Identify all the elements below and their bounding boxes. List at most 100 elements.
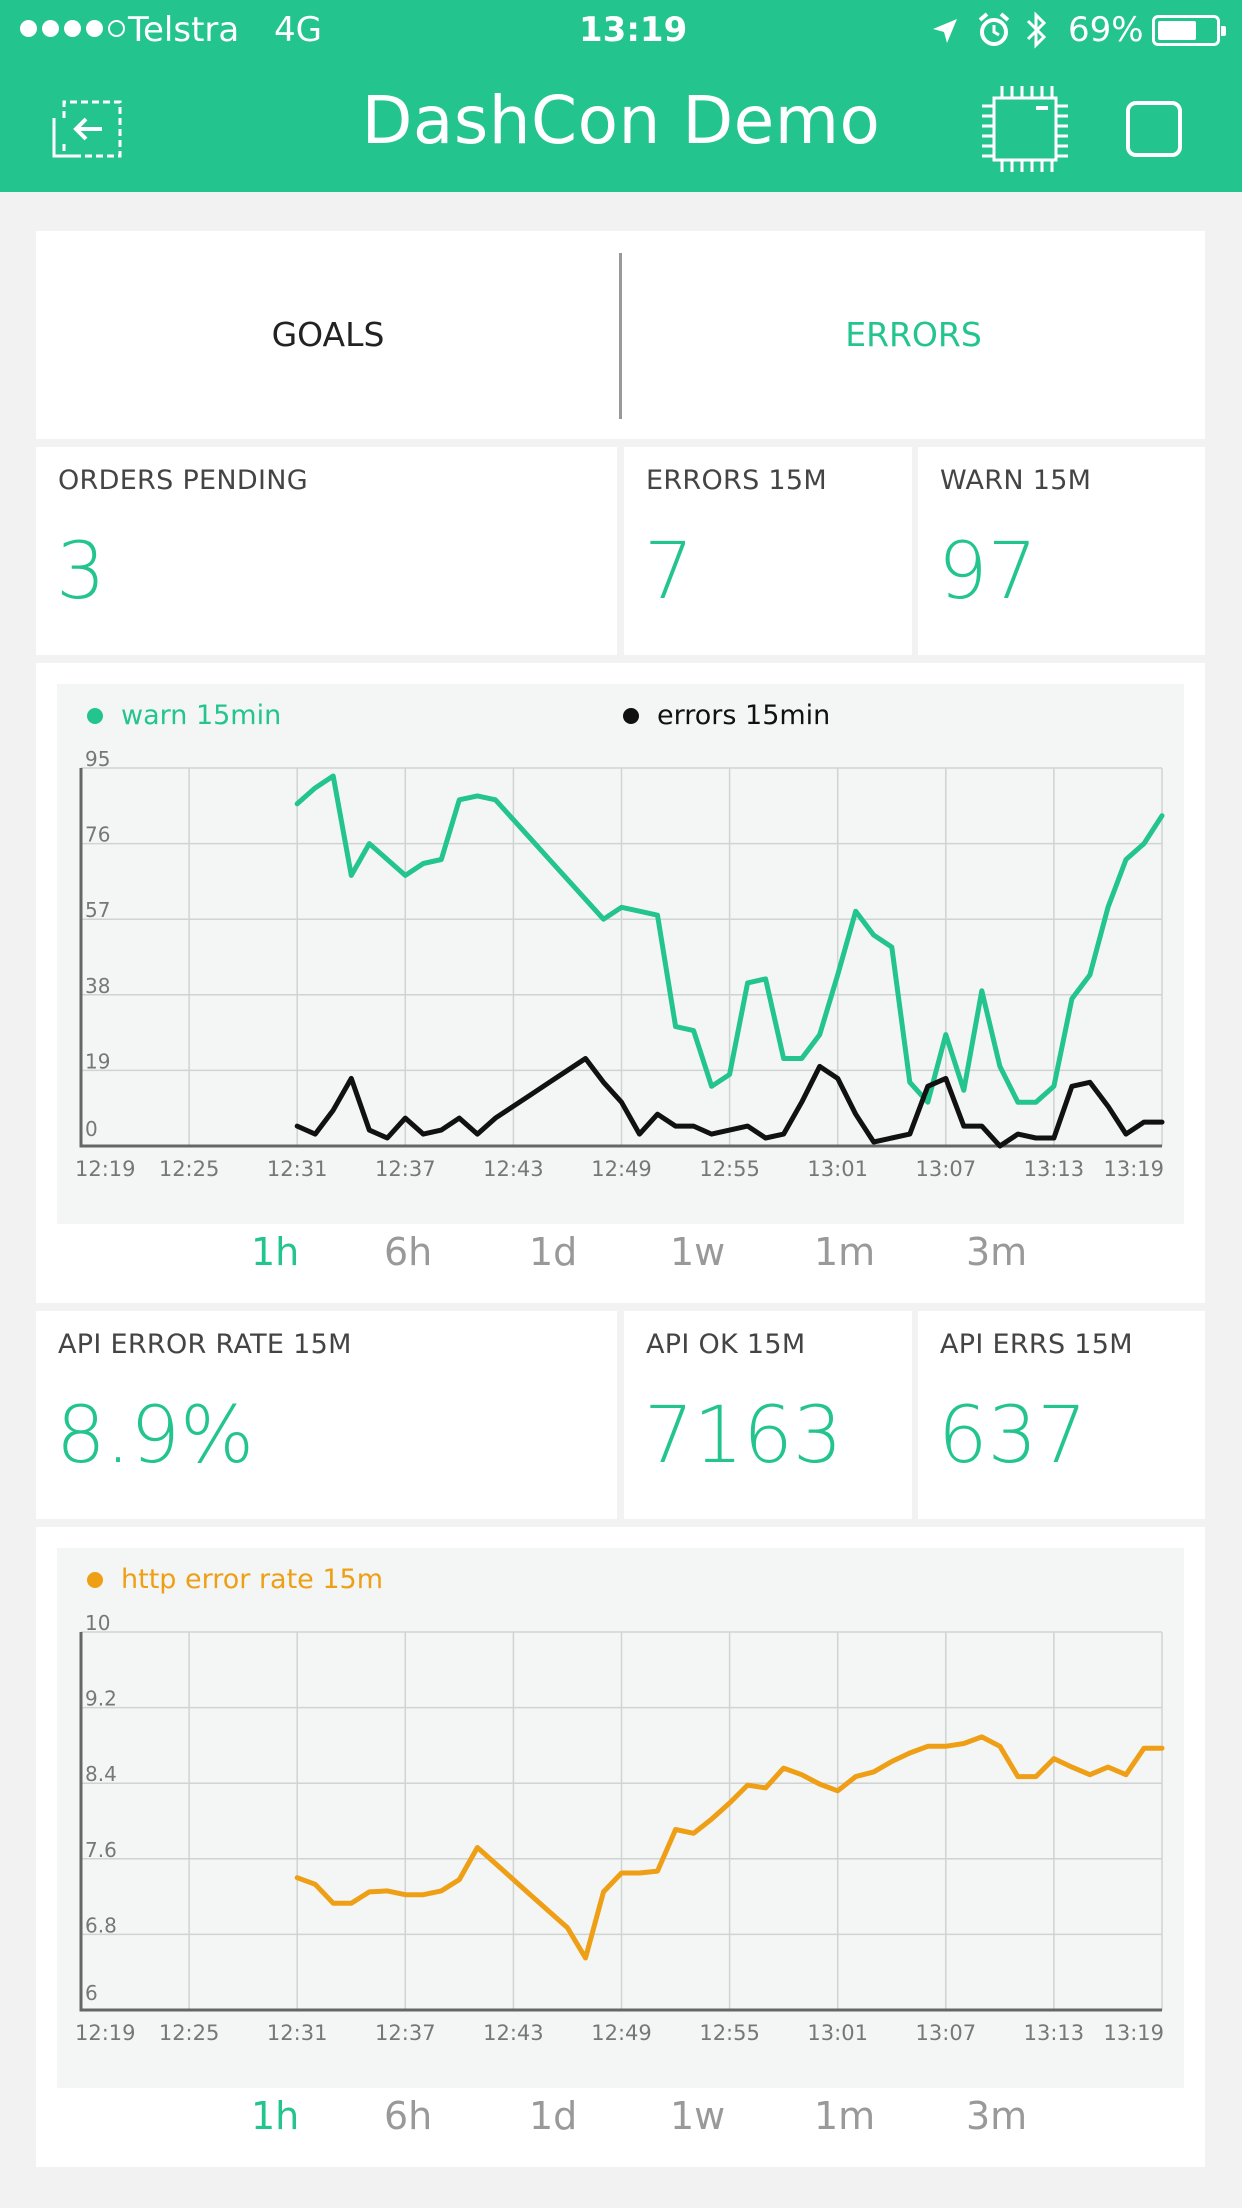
legend-label: warn 15min (121, 700, 282, 731)
x-tick-label: 13:19 (1103, 1157, 1164, 1181)
x-tick-label: 13:01 (807, 2021, 868, 2045)
y-tick-label: 38 (85, 974, 110, 998)
device-chip-icon[interactable] (980, 84, 1070, 174)
tile-label: API ERROR RATE 15M (58, 1329, 352, 1360)
x-tick-label: 12:49 (591, 2021, 652, 2045)
tile-warn-15m[interactable]: WARN 15M 97 (918, 447, 1205, 655)
legend-item-warn[interactable]: warn 15min (87, 700, 281, 731)
location-icon (933, 19, 957, 43)
legend-item-http-error-rate[interactable]: http error rate 15m (87, 1564, 383, 1595)
series-line-warn-15min (294, 773, 1165, 1105)
legend-label: errors 15min (657, 700, 831, 731)
tile-label: ORDERS PENDING (58, 465, 308, 496)
tile-errors-15m[interactable]: ERRORS 15M 7 (624, 447, 912, 655)
x-tick-label: 12:25 (159, 1157, 220, 1181)
tile-value: 637 (938, 1391, 1087, 1481)
chart-area: warn 15min errors 15min (57, 684, 1184, 1224)
tab-goals[interactable]: GOALS (271, 315, 385, 354)
x-tick-label: 13:19 (1103, 2021, 1164, 2045)
tile-value: 97 (938, 527, 1038, 617)
x-tick-label: 13:07 (916, 2021, 977, 2045)
y-tick-label: 8.4 (85, 1762, 117, 1786)
chart-card-warn-errors: warn 15min errors 15min 95 76 57 38 19 0 12:19… (36, 663, 1205, 1303)
x-tick-label: 12:19 (75, 1157, 136, 1181)
y-tick-label: 7.6 (85, 1838, 117, 1862)
stop-icon[interactable] (1125, 100, 1183, 158)
tile-api-ok[interactable]: API OK 15M 7163 (624, 1311, 912, 1519)
x-tick-label: 12:37 (375, 1157, 436, 1181)
exit-icon[interactable] (52, 98, 124, 160)
time-range-1w[interactable]: 1w (670, 2094, 726, 2138)
legend-label: http error rate 15m (121, 1564, 384, 1595)
axis (79, 1632, 1162, 2012)
tile-value: 8.9% (56, 1391, 255, 1481)
series-line-errors-15min (294, 1056, 1165, 1149)
x-tick-label: 12:55 (699, 2021, 760, 2045)
chart-plot: 10 9.2 8.4 7.6 6.8 6 12:19 12:25 12:31 12:37 12:43… (75, 1611, 1165, 2045)
y-tick-label: 6 (85, 1981, 98, 2005)
chart-card-http-error-rate: http error rate 15m 10 9.2 8.4 7.6 6.8 6 12:19… (36, 1527, 1205, 2167)
y-tick-label: 19 (85, 1049, 110, 1073)
time-range-6h[interactable]: 6h (384, 2094, 433, 2138)
network-label: 4G (274, 10, 322, 50)
tabs-card: GOALS ERRORS (36, 231, 1205, 439)
battery-icon (1152, 15, 1226, 46)
legend-dot (87, 1571, 103, 1588)
page-title: DashCon Demo (361, 82, 881, 159)
x-tick-label: 12:43 (483, 1157, 544, 1181)
y-tick-label: 6.8 (85, 1913, 117, 1937)
x-tick-label: 13:13 (1024, 1157, 1085, 1181)
x-tick-label: 12:25 (159, 2021, 220, 2045)
legend-dot (623, 707, 639, 724)
time-range-1w[interactable]: 1w (670, 1230, 726, 1274)
tile-value: 3 (56, 527, 106, 617)
x-tick-label: 13:13 (1024, 2021, 1085, 2045)
x-tick-label: 12:49 (591, 1157, 652, 1181)
y-tick-label: 76 (85, 823, 110, 847)
legend-item-errors[interactable]: errors 15min (623, 700, 830, 731)
status-bar: Telstra 4G 13:19 69% (0, 0, 1242, 60)
x-tick-label: 13:07 (916, 1157, 977, 1181)
time-range-1m[interactable]: 1m (814, 1230, 876, 1274)
x-tick-label: 12:31 (267, 1157, 328, 1181)
x-tick-label: 12:43 (483, 2021, 544, 2045)
time-range-3m[interactable]: 3m (966, 2094, 1028, 2138)
tab-errors[interactable]: ERRORS (845, 315, 982, 354)
time-range-1h[interactable]: 1h (251, 2094, 300, 2138)
time-range-1h[interactable]: 1h (251, 1230, 300, 1274)
x-tick-label: 12:19 (75, 2021, 136, 2045)
tile-label: API OK 15M (646, 1329, 806, 1360)
legend-dot (87, 707, 103, 724)
battery-percent: 69% (1068, 10, 1144, 50)
tile-label: API ERRS 15M (940, 1329, 1133, 1360)
x-tick-label: 12:37 (375, 2021, 436, 2045)
signal-strength-icon (20, 20, 125, 37)
bluetooth-icon (1026, 11, 1047, 49)
carrier-label: Telstra (128, 10, 240, 50)
y-tick-label: 57 (85, 898, 110, 922)
tile-api-errs[interactable]: API ERRS 15M 637 (918, 1311, 1205, 1519)
alarm-icon (978, 12, 1010, 46)
time-range-1d[interactable]: 1d (529, 1230, 578, 1274)
status-time: 13:19 (579, 10, 688, 50)
y-tick-label: 9.2 (85, 1687, 117, 1711)
x-tick-label: 12:31 (267, 2021, 328, 2045)
chart-plot: 95 76 57 38 19 0 12:19 12:25 12:31 12:37 12:43 12:4… (75, 747, 1165, 1181)
y-tick-label: 95 (85, 747, 110, 771)
tile-api-error-rate[interactable]: API ERROR RATE 15M 8.9% (36, 1311, 617, 1519)
tile-orders-pending[interactable]: ORDERS PENDING 3 (36, 447, 617, 655)
tile-value: 7 (644, 527, 694, 617)
series-line-http-error-rate-15m (294, 1734, 1165, 1961)
y-tick-label: 10 (85, 1611, 110, 1635)
tile-label: WARN 15M (940, 465, 1092, 496)
app-header: Telstra 4G 13:19 69% DashCon Demo (0, 0, 1242, 192)
time-range-3m[interactable]: 3m (966, 1230, 1028, 1274)
time-range-1d[interactable]: 1d (529, 2094, 578, 2138)
y-tick-label: 0 (85, 1117, 98, 1141)
tile-value: 7163 (644, 1391, 843, 1481)
axis (79, 768, 1162, 1148)
time-range-1m[interactable]: 1m (814, 2094, 876, 2138)
time-range-6h[interactable]: 6h (384, 1230, 433, 1274)
x-tick-label: 13:01 (807, 1157, 868, 1181)
x-tick-label: 12:55 (699, 1157, 760, 1181)
